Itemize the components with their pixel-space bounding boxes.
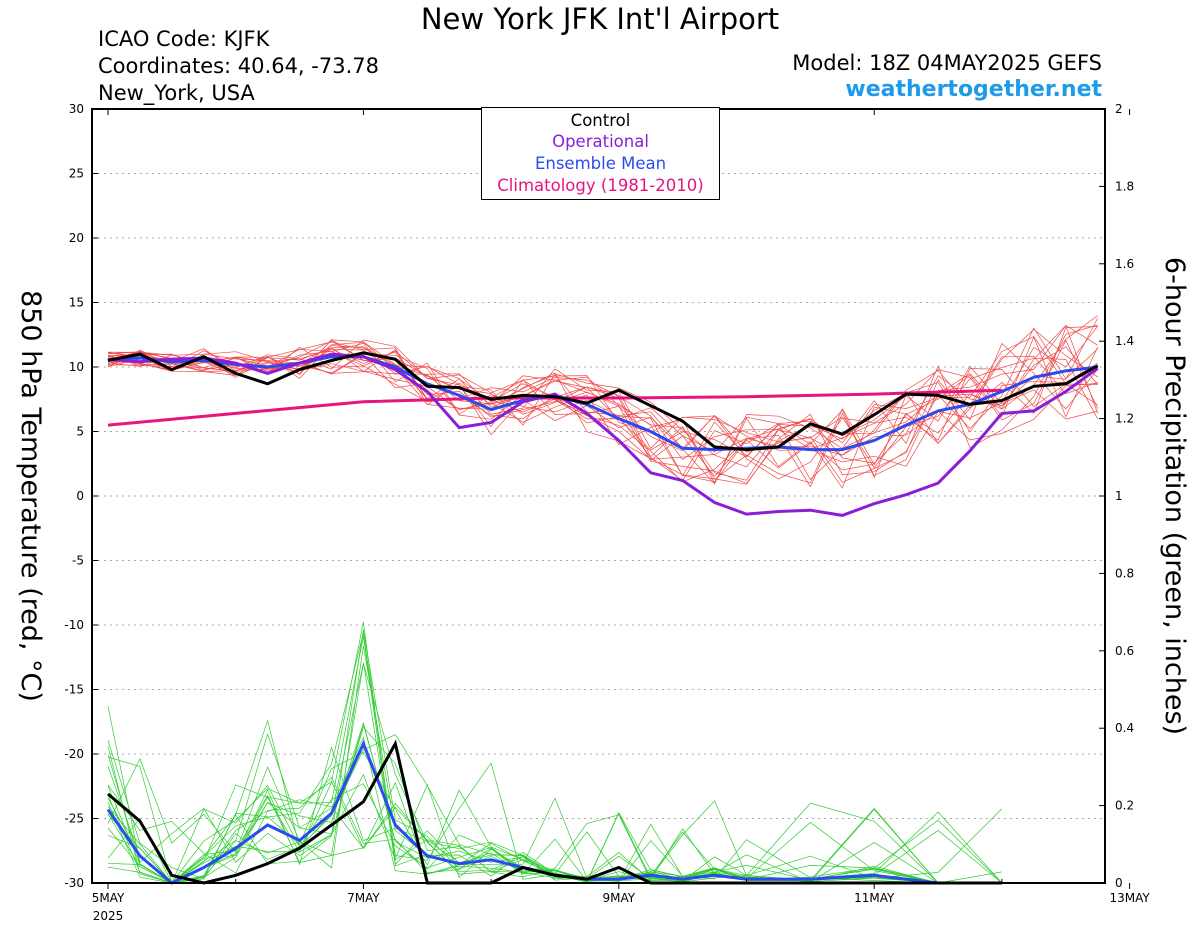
precip-member-line bbox=[107, 662, 1002, 884]
temp-member-line bbox=[107, 327, 1098, 485]
temp-member-line bbox=[107, 317, 1099, 489]
chart-title: New York JFK Int'l Airport bbox=[420, 2, 780, 36]
temp-member-line bbox=[107, 324, 1098, 477]
precip-member-line bbox=[107, 632, 1002, 884]
precip-member-line bbox=[107, 629, 1002, 884]
y-tick-label: -5 bbox=[72, 554, 84, 568]
x-tick-label: 7MAY bbox=[347, 891, 380, 905]
precip-member-line bbox=[107, 721, 1003, 884]
legend-item-climatology: Climatology (1981-2010) bbox=[497, 176, 704, 195]
ensemble-mean-precip-line bbox=[106, 739, 1002, 885]
x-tick-label: 11MAY bbox=[854, 891, 895, 905]
y-tick-label: 10 bbox=[69, 360, 84, 374]
y-tick-label: -10 bbox=[64, 618, 84, 632]
y-tick-label: -30 bbox=[64, 876, 84, 890]
temp-member-line bbox=[107, 324, 1098, 485]
y-tick-label: 0 bbox=[76, 489, 84, 503]
temp-member-line bbox=[107, 348, 1098, 484]
y2-tick-label: 0.2 bbox=[1115, 799, 1134, 813]
series-lines bbox=[106, 351, 1099, 885]
y2-tick-label: 0.8 bbox=[1115, 566, 1134, 580]
legend-item-ensemble-mean: Ensemble Mean bbox=[534, 154, 667, 173]
icao-code: ICAO Code: KJFK bbox=[98, 27, 270, 51]
precip-member-line bbox=[107, 663, 1003, 884]
control-precip-line bbox=[107, 739, 1002, 885]
grid-lines bbox=[92, 173, 1105, 819]
coordinates: Coordinates: 40.64, -73.78 bbox=[98, 54, 379, 78]
axis-ticks: 302520151050-5-10-15-20-25-3021.81.61.41… bbox=[64, 102, 1150, 923]
temp-member-line bbox=[107, 328, 1098, 460]
y-axis-label: 850 hPa Temperature (red, °C) bbox=[15, 290, 46, 702]
y-tick-label: 30 bbox=[69, 102, 84, 116]
legend-item-control: Control bbox=[570, 111, 631, 130]
y-tick-label: 20 bbox=[69, 231, 84, 245]
x-tick-sublabel: 2025 bbox=[93, 909, 124, 923]
operational-temp-line bbox=[107, 352, 1099, 517]
temp-member-line bbox=[107, 325, 1098, 467]
y2-tick-label: 0 bbox=[1115, 876, 1123, 890]
precip-member-line bbox=[107, 740, 1002, 884]
location: New_York, USA bbox=[98, 81, 255, 105]
y2-tick-label: 1.8 bbox=[1115, 179, 1134, 193]
x-tick-label: 9MAY bbox=[602, 891, 635, 905]
model-run: Model: 18Z 04MAY2025 GEFS bbox=[792, 51, 1102, 75]
y-tick-label: 15 bbox=[69, 296, 84, 310]
temp-member-lines bbox=[107, 315, 1099, 489]
y2-tick-label: 2 bbox=[1115, 102, 1123, 116]
x-tick-label: 13MAY bbox=[1109, 891, 1150, 905]
y-tick-label: -20 bbox=[64, 747, 84, 761]
precip-member-line bbox=[107, 773, 1002, 884]
control-temp-line bbox=[107, 351, 1099, 452]
y2-tick-label: 0.4 bbox=[1115, 721, 1134, 735]
temp-member-line bbox=[107, 342, 1098, 477]
legend-item-operational: Operational bbox=[552, 132, 649, 151]
y-tick-label: -25 bbox=[64, 812, 84, 826]
y-tick-label: 5 bbox=[76, 425, 84, 439]
y-tick-label: 25 bbox=[69, 167, 84, 181]
legend: Control Operational Ensemble Mean Climat… bbox=[481, 107, 720, 200]
precip-member-line bbox=[107, 776, 1002, 884]
y2-tick-label: 1.6 bbox=[1115, 257, 1134, 271]
site-link[interactable]: weathertogether.net bbox=[845, 77, 1102, 102]
y2-tick-label: 1.2 bbox=[1115, 412, 1134, 426]
precip-member-line bbox=[107, 645, 1002, 884]
precip-member-line bbox=[107, 726, 1002, 884]
y2-tick-label: 1.4 bbox=[1115, 334, 1134, 348]
y-tick-label: -15 bbox=[64, 683, 84, 697]
y2-tick-label: 1 bbox=[1115, 489, 1123, 503]
y2-axis-label: 6-hour Precipitation (green, inches) bbox=[1159, 257, 1190, 735]
y2-tick-label: 0.6 bbox=[1115, 644, 1134, 658]
temp-member-line bbox=[107, 326, 1098, 484]
ensemble-mean-temp-line bbox=[107, 355, 1098, 452]
x-tick-label: 5MAY bbox=[92, 891, 125, 905]
